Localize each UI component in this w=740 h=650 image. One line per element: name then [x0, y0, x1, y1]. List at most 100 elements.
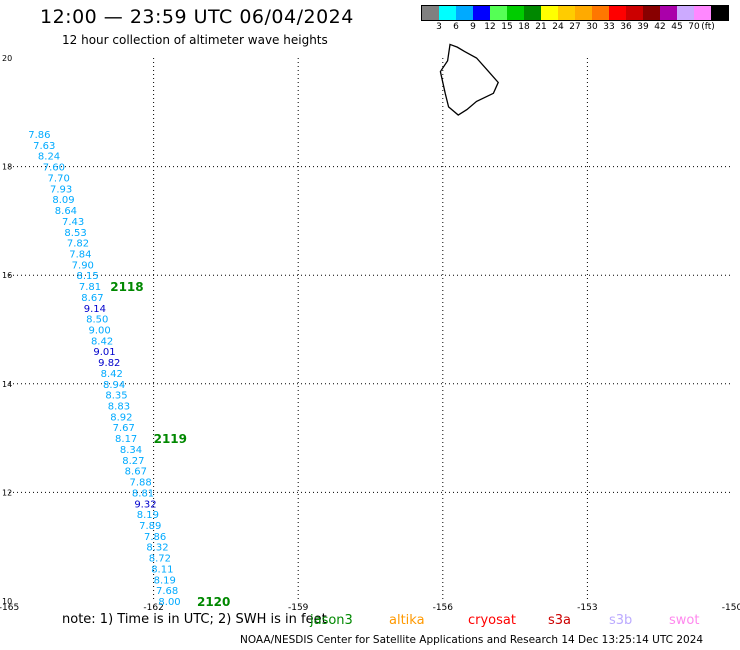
wave-height-label: 8.94	[103, 380, 125, 391]
legend-swatch	[694, 6, 711, 20]
wave-height-label: 8.64	[55, 206, 77, 217]
wave-height-label: 7.63	[33, 141, 55, 152]
wave-height-label: 7.90	[72, 260, 94, 271]
wave-height-label: 9.00	[89, 326, 111, 337]
wave-height-label: 7.89	[139, 521, 161, 532]
wave-height-label: 9.01	[93, 347, 115, 358]
wave-height-label: 8.11	[151, 564, 173, 575]
wave-height-label: 7.43	[62, 217, 84, 228]
wave-height-label: 8.15	[76, 271, 98, 282]
wave-height-label: 7.81	[79, 282, 101, 293]
wave-height-label: 9.82	[98, 358, 120, 369]
satellite-label: altika	[389, 613, 425, 628]
legend-swatch	[507, 6, 524, 20]
wave-height-label: 8.35	[105, 391, 127, 402]
legend-label: 24	[552, 22, 564, 32]
wave-height-label: 7.82	[67, 239, 89, 250]
legend-label: 9	[470, 22, 476, 32]
legend-label: 33	[603, 22, 615, 32]
legend-swatch	[456, 6, 473, 20]
wave-height-label: 8.42	[91, 336, 113, 347]
legend-color-bar	[421, 5, 729, 21]
legend-label: 36	[620, 22, 632, 32]
legend-label: 21	[535, 22, 547, 32]
legend-swatch	[643, 6, 660, 20]
legend-swatch	[592, 6, 609, 20]
wave-height-label: 8.72	[149, 554, 171, 565]
wave-height-label: 9.32	[134, 499, 156, 510]
legend-label: 18	[518, 22, 530, 32]
lon-tick-label: -156	[433, 603, 454, 613]
wave-height-label: 7.68	[156, 586, 178, 597]
legend-label: 15	[501, 22, 513, 32]
lon-tick-label: -162	[143, 603, 163, 613]
legend-label: 30	[586, 22, 598, 32]
legend-swatch	[609, 6, 626, 20]
satellite-label: cryosat	[468, 613, 516, 628]
legend-swatch	[711, 6, 728, 20]
pass-time-label: 2118	[110, 280, 143, 294]
legend-label: 39	[637, 22, 649, 32]
legend-swatch	[626, 6, 643, 20]
wave-height-label: 8.50	[86, 315, 108, 326]
wave-height-label: 8.24	[38, 152, 60, 163]
legend-unit: (ft)	[701, 22, 715, 32]
wave-height-label: 8.32	[146, 543, 168, 554]
satellite-label: jason3	[310, 613, 353, 628]
lat-tick-label: 14	[2, 380, 12, 389]
satellite-label: s3b	[609, 613, 633, 628]
wave-height-label: 8.27	[122, 456, 144, 467]
legend-label: 42	[654, 22, 666, 32]
wave-height-label: 7.93	[50, 184, 72, 195]
lon-tick-label: -159	[288, 603, 309, 613]
lat-tick-label: 18	[2, 163, 12, 172]
wave-height-label: 8.00	[158, 597, 180, 608]
map-subtitle: 12 hour collection of altimeter wave hei…	[62, 33, 328, 47]
lon-tick-label: -165	[0, 603, 19, 613]
wave-height-label: 8.53	[64, 228, 86, 239]
wave-height-label: 8.81	[132, 488, 154, 499]
lon-tick-label: -150	[722, 603, 740, 613]
legend-swatch	[541, 6, 558, 20]
legend-swatch	[439, 6, 456, 20]
wave-height-label: 8.83	[108, 402, 130, 413]
wave-height-label: 8.67	[125, 467, 147, 478]
legend-label: 12	[484, 22, 496, 32]
legend-swatch	[677, 6, 694, 20]
pass-time-label: 2119	[154, 432, 187, 446]
wave-height-label: 8.92	[110, 412, 132, 423]
wave-height-label: 7.70	[48, 173, 70, 184]
wave-height-label: 7.60	[43, 163, 65, 174]
legend-label: 3	[436, 22, 442, 32]
pass-time-label: 2120	[197, 595, 230, 609]
legend-label: 70	[688, 22, 700, 32]
legend-swatch	[490, 6, 507, 20]
map-title: 12:00 — 23:59 UTC 06/04/2024	[40, 6, 354, 28]
satellite-label: swot	[669, 613, 700, 628]
note-text: note: 1) Time is in UTC; 2) SWH is in fe…	[62, 612, 327, 627]
wave-height-label: 8.42	[101, 369, 123, 380]
lat-tick-label: 20	[2, 54, 12, 63]
wave-height-label: 7.86	[28, 130, 50, 141]
legend-labels: 3 6 9 12 15 18 21 24 27 30 33 36 39 42 45 70 (ft)	[421, 21, 729, 35]
lat-tick-label: 16	[2, 271, 12, 280]
legend-swatch	[422, 6, 439, 20]
wave-height-label: 7.67	[113, 423, 135, 434]
wave-height-legend: 3 6 9 12 15 18 21 24 27 30 33 36 39 42 45 70 (ft)	[421, 5, 729, 35]
legend-swatch	[524, 6, 541, 20]
wave-height-label: 8.19	[137, 510, 159, 521]
island-outline	[439, 43, 499, 116]
wave-height-label: 7.86	[144, 532, 166, 543]
legend-swatch	[558, 6, 575, 20]
satellite-label: s3a	[548, 613, 572, 628]
wave-height-label: 9.14	[84, 304, 106, 315]
legend-label: 27	[569, 22, 581, 32]
wave-height-label: 7.84	[69, 249, 91, 260]
lon-tick-label: -153	[577, 603, 597, 613]
lat-tick-label: 12	[2, 488, 12, 497]
lat-tick-label: 10	[2, 597, 12, 606]
wave-height-label: 8.34	[120, 445, 142, 456]
legend-swatch	[575, 6, 592, 20]
wave-height-label: 8.67	[81, 293, 103, 304]
